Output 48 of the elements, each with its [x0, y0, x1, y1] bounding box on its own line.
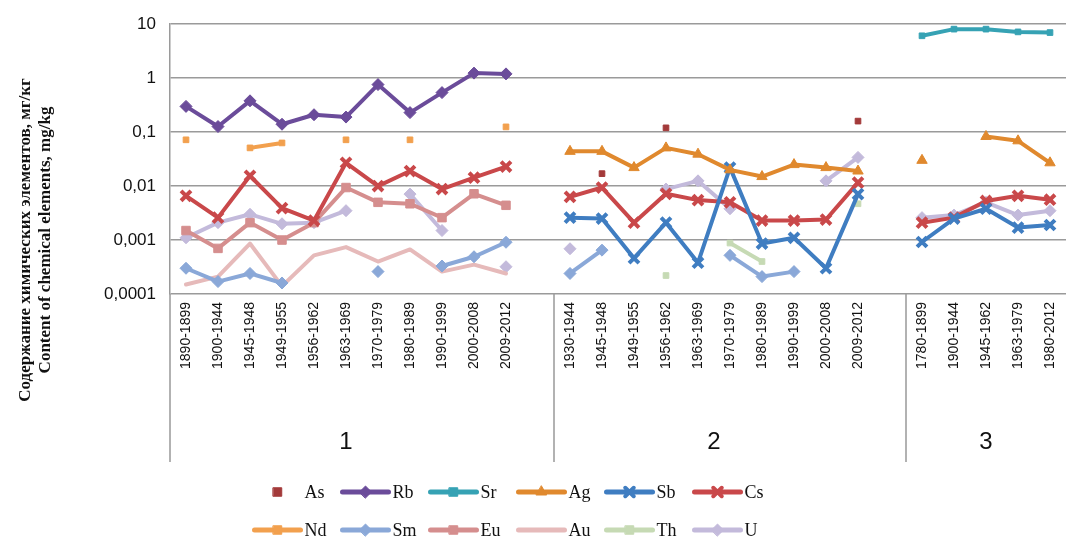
legend-label: As [304, 481, 325, 502]
legend-label: Sr [480, 481, 497, 502]
legend-label: Cs [744, 481, 764, 502]
x-tick-label: 1945-1948 [240, 301, 257, 369]
y-tick-label: 0,1 [132, 121, 156, 141]
y-tick-label: 10 [137, 13, 156, 33]
legend-label: Au [568, 519, 591, 540]
x-tick-label: 1956-1962 [656, 301, 673, 369]
x-tick-label: 1963-1969 [688, 301, 705, 369]
legend-label: Ag [568, 481, 591, 502]
text: 3 [979, 426, 993, 454]
x-tick-label: 1956-1962 [304, 301, 321, 369]
legend-label: Sm [392, 519, 417, 540]
y-tick-label: 0,001 [113, 229, 156, 249]
x-tick-label: 1900-1944 [208, 301, 225, 369]
y-tick-label: 0,0001 [104, 283, 156, 303]
x-tick-label: 1990-1999 [432, 301, 449, 369]
y-axis-title: Содержание химических элементов, мг/кг Content of chemical elements, mg/kg [15, 78, 55, 402]
x-tick-label: 1949-1955 [624, 301, 641, 369]
legend-label: U [744, 519, 758, 540]
x-tick-label: 1930-1944 [560, 301, 577, 369]
legend-label: Sb [656, 481, 676, 502]
legend-label: Eu [480, 519, 501, 540]
x-tick-label: 1990-1999 [784, 301, 801, 369]
x-tick-label: 2000-2008 [816, 301, 833, 369]
text: 1 [339, 426, 353, 454]
x-tick-label: 1890-1899 [176, 301, 193, 369]
x-tick-label: 1963-1969 [336, 301, 353, 369]
x-tick-label: 2009-2012 [496, 301, 513, 369]
legend-label: Rb [392, 481, 414, 502]
x-tick-label: 2000-2008 [464, 301, 481, 369]
legend-label: Nd [304, 519, 327, 540]
x-tick-label: 1963-1979 [1008, 301, 1025, 369]
x-tick-label: 1900-1944 [944, 301, 961, 369]
x-tick-label: 1945-1962 [976, 301, 993, 369]
x-tick-label: 2009-2012 [848, 301, 865, 369]
legend-label: Th [656, 519, 677, 540]
x-tick-label: 1945-1948 [592, 301, 609, 369]
x-tick-label: 1949-1955 [272, 301, 289, 369]
x-tick-label: 1970-1979 [368, 301, 385, 369]
x-tick-label: 1970-1979 [720, 301, 737, 369]
x-tick-label: 1780-1899 [912, 301, 929, 369]
y-tick-label: 1 [146, 67, 156, 87]
x-tick-label: 1980-1989 [752, 301, 769, 369]
x-tick-label: 1980-1989 [400, 301, 417, 369]
text: 2 [707, 426, 721, 454]
y-tick-label: 0,01 [122, 175, 156, 195]
x-tick-label: 1980-2012 [1040, 301, 1057, 369]
